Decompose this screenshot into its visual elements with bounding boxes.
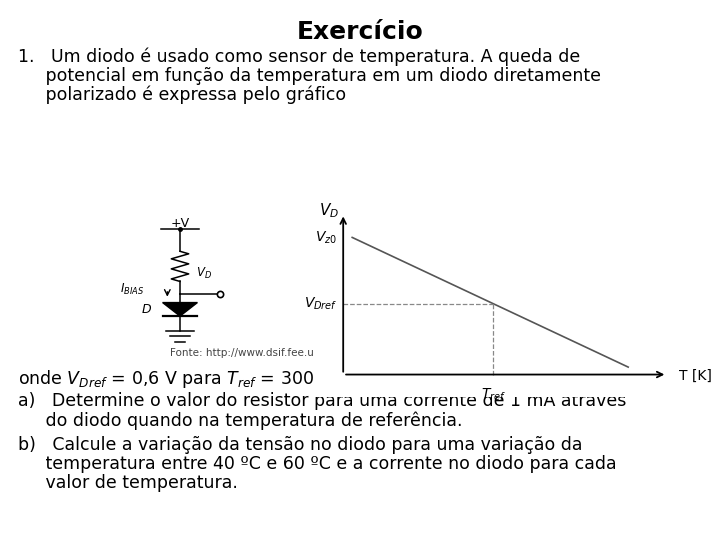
Text: onde $V_{Dref}$ = 0,6 V para $T_{ref}$ = 300 K e $\Delta V_D$/$\Delta$T = -2 mV/: onde $V_{Dref}$ = 0,6 V para $T_{ref}$ =… [18,368,622,390]
Text: $V_D$: $V_D$ [196,266,212,281]
Text: do diodo quando na temperatura de referência.: do diodo quando na temperatura de referê… [18,411,462,429]
Text: potencial em função da temperatura em um diodo diretamente: potencial em função da temperatura em um… [18,67,601,85]
Text: a)   Determine o valor do resistor para uma corrente de 1 mA através: a) Determine o valor do resistor para um… [18,392,626,410]
Text: $V_{z0}$: $V_{z0}$ [315,229,337,246]
Text: $I_{BIAS}$: $I_{BIAS}$ [120,281,144,296]
Text: $V_{Dref}$: $V_{Dref}$ [304,295,337,312]
Text: +V: +V [171,217,189,230]
Text: Fonte: http://www.dsif.fee.unicamp.br/~fabiano/EE531/PDF/Exp%207.pdf: Fonte: http://www.dsif.fee.unicamp.br/~f… [170,348,550,358]
Text: T [K]: T [K] [679,369,712,383]
Text: 1.   Um diodo é usado como sensor de temperatura. A queda de: 1. Um diodo é usado como sensor de tempe… [18,48,580,66]
Text: polarizado é expressa pelo gráfico: polarizado é expressa pelo gráfico [18,86,346,105]
Text: temperatura entre 40 ºC e 60 ºC e a corrente no diodo para cada: temperatura entre 40 ºC e 60 ºC e a corr… [18,455,616,473]
Text: Exercício: Exercício [297,20,423,44]
Text: b)   Calcule a variação da tensão no diodo para uma variação da: b) Calcule a variação da tensão no diodo… [18,436,582,454]
Text: $T_{ref}$: $T_{ref}$ [481,387,505,403]
Text: $V_D$: $V_D$ [318,201,338,220]
Text: D: D [142,303,151,316]
Text: valor de temperatura.: valor de temperatura. [18,474,238,492]
Polygon shape [163,302,197,316]
